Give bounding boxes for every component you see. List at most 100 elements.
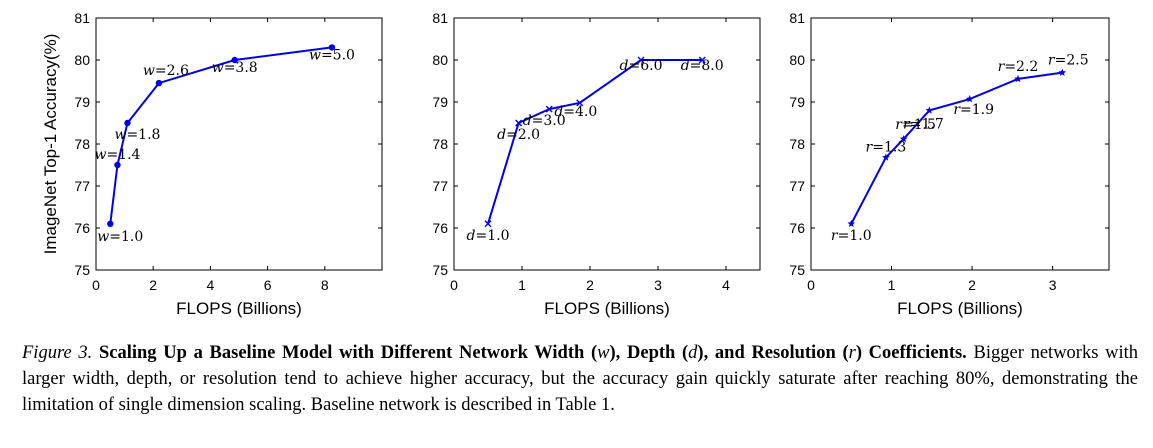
x-tick-label: 0 (92, 277, 100, 293)
data-label-var: w (94, 147, 106, 163)
y-tick-label: 75 (74, 262, 90, 278)
caption-figure-label: Figure 3. (22, 343, 93, 363)
y-tick-label: 77 (789, 178, 805, 194)
data-label-var: d (554, 104, 563, 120)
data-label: d=6.0 (620, 58, 663, 74)
data-point (882, 153, 890, 161)
data-point (231, 56, 238, 64)
y-tick-label: 76 (432, 220, 448, 236)
data-label-value: =4.0 (563, 104, 597, 120)
data-label-var: w (97, 229, 109, 245)
x-tick-label: 3 (654, 277, 662, 293)
data-label-var: r (895, 117, 903, 133)
data-point (114, 161, 121, 169)
x-tick-label: 6 (264, 277, 272, 293)
data-label-value: =1.5 (902, 117, 936, 133)
data-label-value: =3.0 (532, 113, 566, 129)
caption-title: Scaling Up a Baseline Model with Differe… (99, 343, 967, 363)
data-label-value: =8.0 (690, 58, 724, 74)
data-label: w=1.8 (114, 127, 160, 143)
y-tick-label: 76 (74, 220, 90, 236)
x-tick-label: 8 (321, 277, 329, 293)
y-tick-label: 81 (432, 10, 448, 26)
data-label-value: =1.4 (106, 147, 140, 163)
caption-title-part: Scaling Up a Baseline Model with Differe… (98, 343, 598, 363)
data-point (847, 219, 856, 228)
data-label-var: w (114, 127, 126, 143)
data-point (1014, 74, 1022, 83)
data-label-var: r (998, 59, 1006, 75)
y-axis-label: ImageNet Top-1 Accuracy(%) (41, 34, 60, 255)
data-label-value: =3.8 (224, 60, 258, 76)
data-label: r=1.9 (953, 102, 994, 118)
x-tick-label: 2 (149, 277, 157, 293)
data-label: d=8.0 (681, 58, 724, 74)
y-tick-label: 81 (789, 10, 805, 26)
data-label-var: w (212, 60, 224, 76)
x-tick-label: 3 (1049, 277, 1057, 293)
data-label: d=4.0 (554, 104, 597, 120)
data-label-var: d (620, 58, 629, 74)
x-tick-label: 0 (807, 277, 815, 293)
data-label-value: =6.0 (628, 58, 662, 74)
data-label: d=2.0 (497, 127, 540, 143)
y-tick-label: 81 (74, 10, 90, 26)
y-tick-label: 77 (432, 178, 448, 194)
data-label: w=3.8 (212, 60, 258, 76)
data-label-value: =1.7 (910, 116, 944, 132)
data-point (576, 99, 584, 107)
data-label-value: =2.5 (1055, 53, 1089, 69)
x-axis-label: FLOPS (Billions) (176, 299, 302, 318)
data-label: r=1.3 (866, 139, 907, 155)
data-point (698, 56, 706, 64)
data-point (328, 44, 336, 51)
caption-title-part: r (848, 343, 856, 363)
x-tick-label: 4 (207, 277, 215, 293)
y-tick-label: 77 (74, 178, 90, 194)
data-label-value: =1.0 (109, 229, 143, 245)
caption-body: Bigger networks with larger width, depth… (22, 343, 1139, 415)
data-label-value: =1.9 (960, 102, 994, 118)
caption-title-part: ), Depth ( (609, 343, 689, 363)
series-line (109, 46, 333, 224)
data-label-var: w (143, 63, 155, 79)
data-label-value: =2.2 (1004, 59, 1038, 75)
data-point (515, 119, 523, 127)
chart-panel-1: 75 76 77 78 79 80 81 0 2 4 6 8 FLOPS (Billions) Image… (41, 10, 383, 318)
caption-title-part: w (597, 343, 610, 363)
data-label-var: r (1048, 53, 1056, 69)
caption-title-part: d (688, 343, 698, 363)
y-tick-label: 78 (432, 136, 448, 152)
data-label-value: =2.6 (155, 63, 189, 79)
data-label-var: w (309, 47, 321, 63)
data-label-var: d (523, 113, 532, 129)
x-tick-label: 4 (722, 277, 730, 293)
caption-title-part: ), and Resolution ( (697, 343, 849, 363)
data-label-var: d (681, 58, 690, 74)
data-label-value: =1.0 (475, 228, 509, 244)
scaling-figure: 75 76 77 78 79 80 81 0 2 4 6 8 FLOPS (Billions) Image… (41, 10, 1110, 318)
data-point (965, 95, 974, 103)
y-tick-label: 76 (789, 220, 805, 236)
data-label: w=2.6 (143, 63, 189, 79)
data-label-var: r (953, 102, 961, 118)
x-tick-label: 1 (888, 277, 896, 293)
data-label: w=1.4 (94, 147, 140, 163)
x-axis-label: FLOPS (Billions) (544, 299, 670, 318)
figure-caption: Figure 3. Scaling Up a Baseline Model wi… (22, 340, 1138, 418)
data-label-var: r (831, 228, 839, 244)
data-label-value: =1.8 (126, 127, 160, 143)
data-label-var: r (866, 139, 874, 155)
data-label-value: =5.0 (321, 47, 355, 63)
data-label: r=1.5 (895, 117, 936, 133)
data-label: d=3.0 (523, 113, 566, 129)
data-label-var: d (467, 228, 476, 244)
data-point (899, 134, 908, 143)
y-tick-label: 78 (789, 136, 805, 152)
data-label: r=2.2 (998, 59, 1039, 75)
data-label: w=1.0 (97, 229, 143, 245)
data-label-value: =2.0 (506, 127, 540, 143)
series-line (487, 59, 703, 225)
